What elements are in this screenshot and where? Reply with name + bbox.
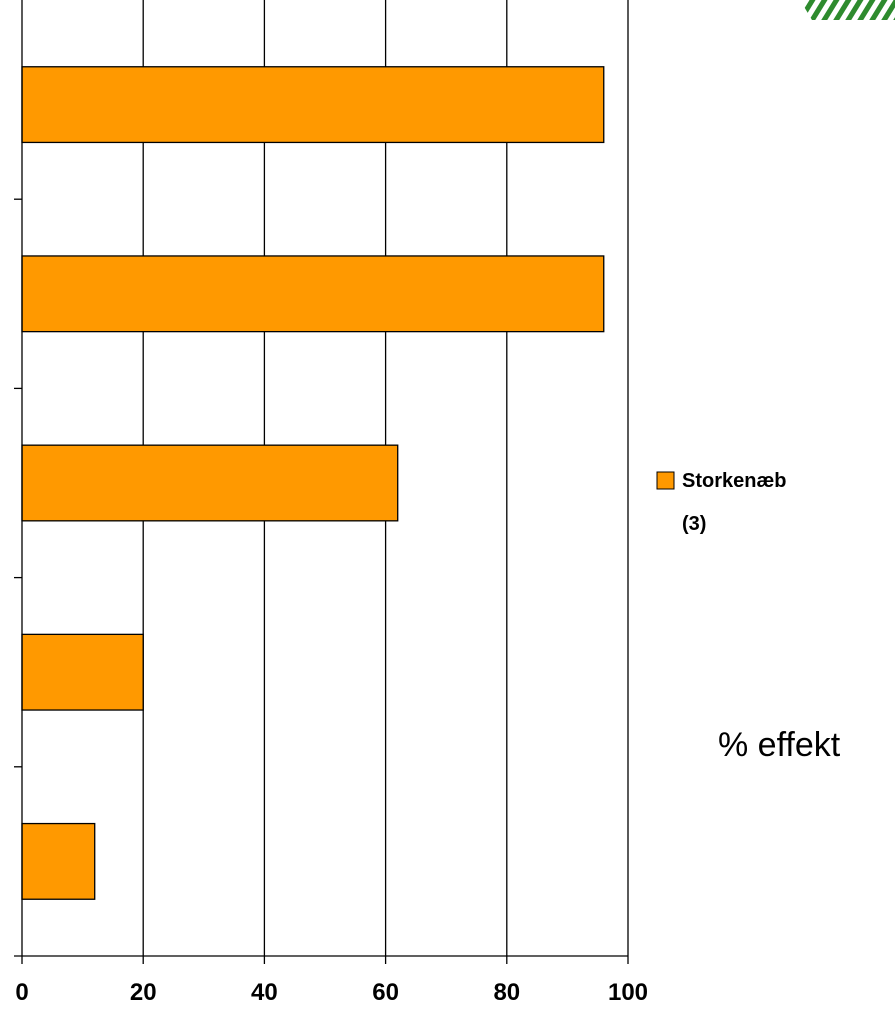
- legend-label-line-1: Storkenæb: [682, 470, 786, 492]
- x-tick-label-80: 80: [493, 979, 520, 1006]
- bar-1: [21, 66, 605, 144]
- bar-2: [21, 255, 605, 333]
- bar-3: [21, 444, 399, 522]
- bar-5: [21, 822, 96, 900]
- x-axis-label: % effekt: [718, 726, 841, 764]
- legend: Storkenæb (3): [656, 470, 786, 535]
- legend-swatch: [656, 471, 675, 490]
- x-tick-label-40: 40: [251, 979, 278, 1006]
- bar-4: [21, 633, 144, 711]
- x-tick-label-20: 20: [130, 979, 157, 1006]
- x-tick-label-60: 60: [372, 979, 399, 1006]
- x-tick-labels: 0 20 40 60 80 100: [15, 979, 648, 1006]
- bars: [21, 66, 605, 900]
- logo-icon: [800, 0, 895, 20]
- x-tick-label-100: 100: [608, 979, 648, 1006]
- x-tick-label-0: 0: [15, 979, 28, 1006]
- legend-label-line-2: (3): [682, 513, 706, 535]
- axes: [14, 0, 629, 964]
